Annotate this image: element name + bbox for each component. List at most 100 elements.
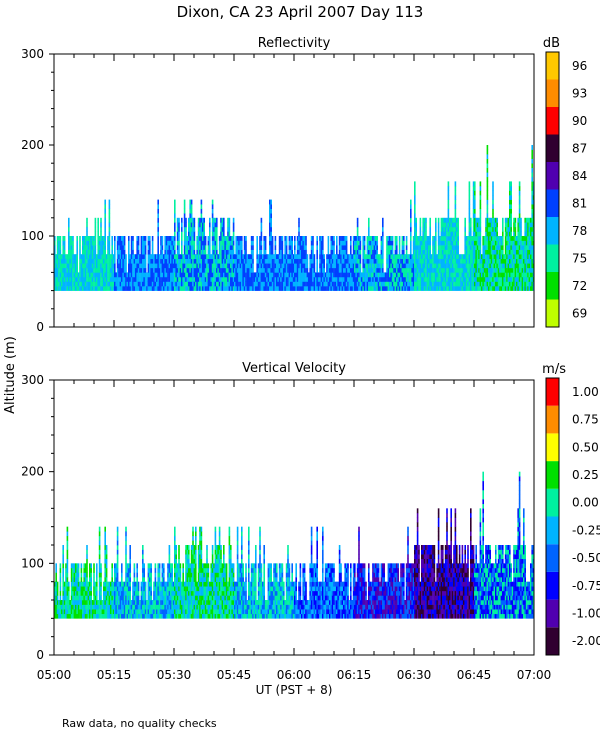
heatmap-cell (98, 567, 101, 573)
heatmap-cell (116, 545, 119, 550)
heatmap-cell (217, 267, 219, 273)
heatmap-cell (531, 258, 533, 264)
heatmap-cell (432, 263, 434, 269)
heatmap-cell (87, 263, 90, 269)
heatmap-cell (178, 226, 180, 232)
heatmap-cell (256, 286, 258, 291)
heatmap-cell (355, 249, 357, 255)
heatmap-cell (65, 563, 67, 569)
heatmap-cell (84, 567, 87, 573)
heatmap-cell (306, 286, 309, 291)
heatmap-cell (419, 226, 422, 232)
heatmap-cell (292, 254, 295, 260)
heatmap-cell (263, 236, 265, 241)
heatmap-cell (358, 281, 360, 287)
heatmap-cell (73, 572, 76, 578)
heatmap-cell (450, 222, 452, 228)
heatmap-cell (220, 217, 222, 223)
heatmap-cell (340, 258, 342, 264)
heatmap-cell (245, 240, 247, 246)
heatmap-cell (283, 254, 285, 260)
heatmap-cell (398, 263, 401, 269)
heatmap-cell (144, 263, 147, 269)
heatmap-cell (168, 281, 171, 287)
heatmap-cell (356, 217, 359, 223)
heatmap-cell (442, 263, 444, 269)
heatmap-cell (105, 558, 108, 564)
heatmap-cell (308, 272, 310, 278)
heatmap-cell (111, 609, 113, 615)
heatmap-cell (63, 263, 66, 269)
heatmap-cell (235, 281, 237, 287)
heatmap-cell (391, 286, 394, 291)
heatmap-cell (260, 249, 263, 255)
heatmap-cell (451, 267, 454, 273)
heatmap-cell (483, 281, 486, 287)
heatmap-cell (93, 604, 95, 610)
heatmap-cell (472, 249, 475, 255)
heatmap-cell (153, 276, 155, 282)
heatmap-cell (213, 276, 215, 282)
heatmap-cell (404, 281, 406, 287)
heatmap-cell (299, 281, 302, 287)
heatmap-cell (86, 226, 88, 232)
heatmap-cell (298, 267, 300, 273)
heatmap-cell (153, 258, 155, 264)
heatmap-cell (238, 281, 240, 287)
heatmap-cell (478, 254, 480, 260)
heatmap-cell (525, 276, 528, 282)
heatmap-cell (65, 276, 67, 282)
heatmap-cell (259, 249, 261, 255)
heatmap-cell (172, 245, 175, 250)
heatmap-cell (486, 222, 489, 228)
heatmap-cell (207, 281, 210, 287)
heatmap-cell (206, 276, 208, 282)
heatmap-cell (142, 267, 144, 273)
heatmap-cell (94, 286, 97, 291)
heatmap-cell (493, 231, 496, 237)
heatmap-cell (118, 245, 120, 250)
heatmap-cell (421, 267, 423, 273)
heatmap-cell (90, 600, 92, 605)
heatmap-cell (128, 258, 130, 264)
heatmap-cell (119, 590, 122, 596)
heatmap-cell (61, 258, 63, 264)
heatmap-cell (236, 263, 239, 269)
heatmap-cell (291, 267, 293, 273)
heatmap-cell (449, 263, 451, 269)
heatmap-cell (481, 276, 483, 282)
heatmap-cell (510, 263, 512, 269)
heatmap-cell (396, 249, 398, 255)
heatmap-cell (507, 286, 510, 291)
heatmap-cell (116, 554, 119, 560)
heatmap-cell (398, 272, 401, 278)
heatmap-cell (73, 581, 76, 587)
heatmap-cell (507, 249, 510, 255)
heatmap-cell (56, 581, 59, 587)
heatmap-cell (90, 595, 92, 601)
heatmap-cell (218, 249, 221, 255)
heatmap-cell (135, 281, 137, 287)
heatmap-cell (312, 276, 314, 282)
heatmap-cell (500, 286, 503, 291)
heatmap-cell (55, 613, 57, 619)
heatmap-cell (453, 217, 455, 223)
heatmap-cell (260, 226, 263, 232)
heatmap-cell (476, 231, 479, 237)
heatmap-cell (101, 249, 104, 255)
heatmap-cell (492, 249, 494, 255)
heatmap-cell (83, 609, 85, 615)
heatmap-cell (472, 272, 475, 278)
heatmap-cell (123, 272, 126, 278)
heatmap-cell (185, 276, 187, 282)
heatmap-cell (454, 254, 457, 260)
heatmap-cell (203, 286, 205, 291)
heatmap-cell (118, 254, 120, 260)
heatmap-cell (111, 249, 113, 255)
heatmap-cell (68, 263, 70, 269)
heatmap-cell (380, 263, 383, 269)
heatmap-cell (444, 263, 447, 269)
heatmap-cell (326, 286, 328, 291)
heatmap-cell (75, 572, 77, 578)
heatmap-cell (209, 217, 211, 223)
